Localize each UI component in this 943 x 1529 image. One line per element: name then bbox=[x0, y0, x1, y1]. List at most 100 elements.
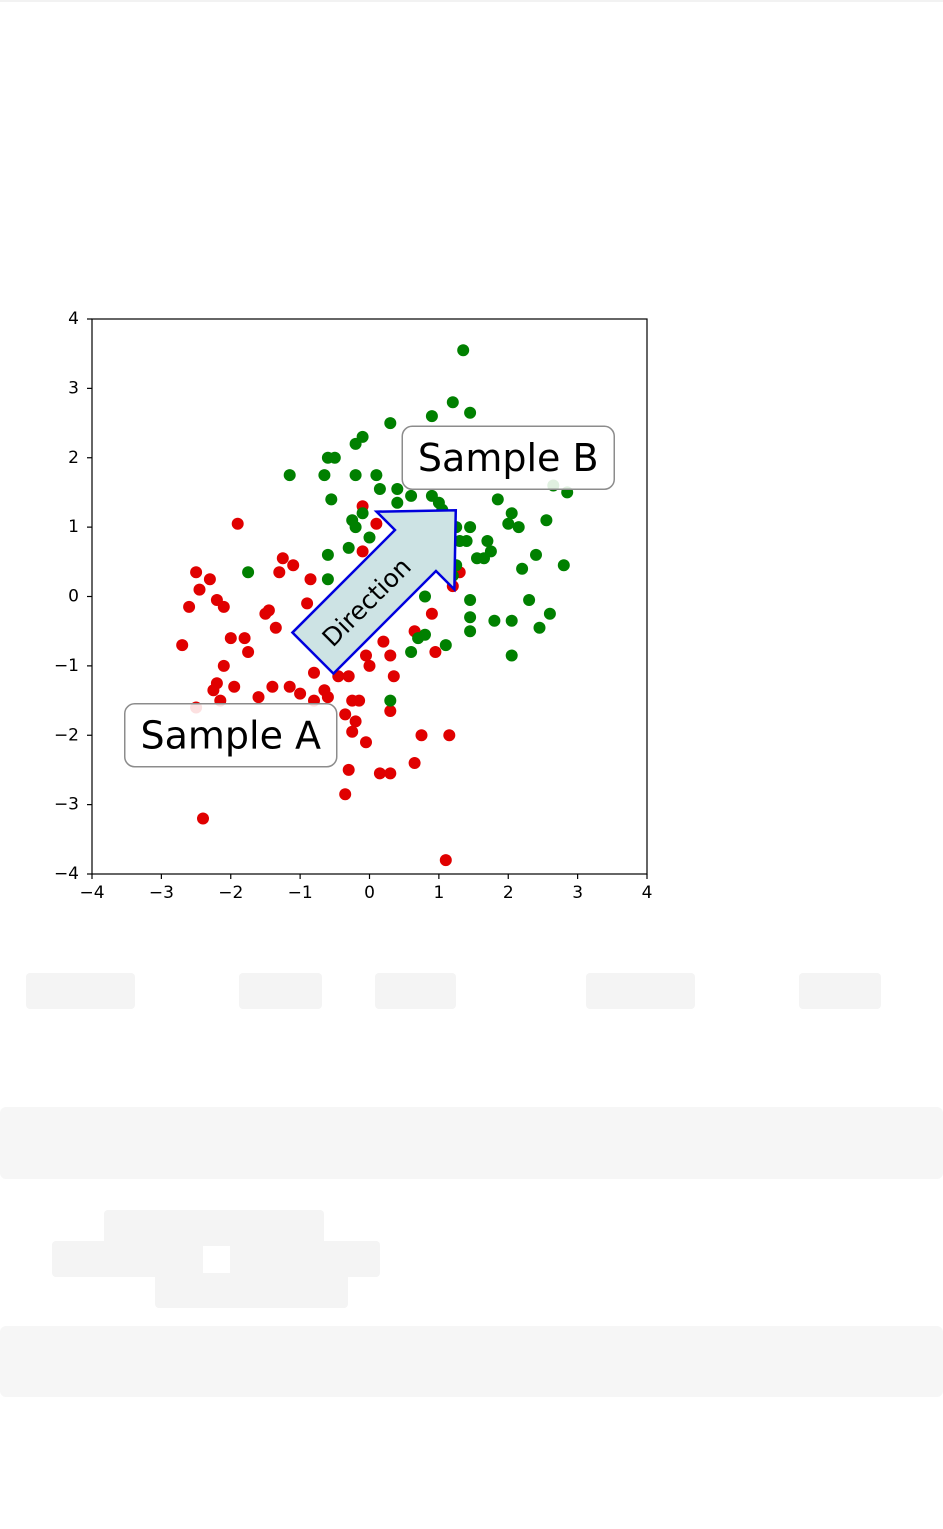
sample-a-label: Sample A bbox=[140, 713, 321, 757]
scatter-point bbox=[252, 691, 265, 704]
scatter-point bbox=[491, 493, 504, 506]
scatter-point bbox=[540, 514, 553, 527]
placeholder-block bbox=[586, 973, 695, 1009]
scatter-point bbox=[415, 729, 428, 742]
scatter-point bbox=[502, 517, 515, 530]
scatter-point bbox=[533, 621, 546, 634]
scatter-point bbox=[363, 659, 376, 672]
x-tick-label: 4 bbox=[642, 883, 653, 903]
scatter-point bbox=[231, 517, 244, 530]
scatter-point bbox=[464, 594, 477, 606]
x-tick-label: 2 bbox=[503, 883, 514, 903]
placeholder-band bbox=[0, 1107, 943, 1179]
scatter-point bbox=[370, 517, 383, 530]
scatter-point bbox=[356, 507, 369, 520]
scatter-point bbox=[176, 639, 189, 652]
scatter-point bbox=[328, 451, 341, 464]
scatter-point bbox=[183, 600, 196, 613]
scatter-point bbox=[349, 521, 362, 534]
scatter-point bbox=[391, 483, 404, 495]
y-tick-label: −2 bbox=[54, 725, 79, 745]
x-tick-label: −3 bbox=[149, 883, 174, 903]
scatter-point bbox=[460, 535, 473, 547]
scatter-point bbox=[304, 573, 317, 586]
y-tick-label: −1 bbox=[54, 656, 79, 676]
scatter-point bbox=[242, 646, 255, 658]
scatter-point bbox=[283, 680, 296, 693]
scatter-point bbox=[530, 548, 542, 561]
scatter-point bbox=[339, 788, 352, 801]
scatter-point bbox=[360, 649, 372, 662]
scatter-point bbox=[294, 687, 307, 700]
scatter-point bbox=[512, 521, 525, 534]
scatter-point bbox=[273, 566, 286, 579]
placeholder-checkbox bbox=[203, 1246, 230, 1273]
scatter-point bbox=[377, 635, 390, 648]
scatter-point bbox=[408, 757, 421, 769]
scatter-point bbox=[481, 535, 494, 547]
scatter-point bbox=[349, 715, 362, 728]
scatter-point bbox=[439, 639, 452, 652]
x-tick-label: −1 bbox=[288, 883, 313, 903]
scatter-point bbox=[373, 767, 386, 780]
scatter-point bbox=[370, 469, 383, 482]
scatter-point bbox=[217, 600, 230, 613]
scatter-point bbox=[384, 705, 397, 717]
scatter-point bbox=[439, 854, 452, 867]
scatter-point bbox=[276, 552, 289, 565]
y-tick-label: −4 bbox=[54, 864, 79, 884]
scatter-point bbox=[419, 590, 431, 603]
scatter-point bbox=[353, 694, 366, 707]
scatter-point bbox=[543, 607, 556, 620]
placeholder-block bbox=[104, 1210, 324, 1246]
scatter-point bbox=[325, 493, 338, 506]
scatter-point bbox=[505, 507, 518, 520]
scatter-point bbox=[321, 548, 334, 561]
top-divider bbox=[0, 0, 943, 2]
scatter-point bbox=[356, 545, 369, 558]
scatter-point bbox=[342, 763, 355, 776]
placeholder-block bbox=[375, 973, 456, 1009]
scatter-point bbox=[464, 406, 477, 419]
scatter-point bbox=[217, 659, 230, 672]
scatter-point bbox=[523, 594, 536, 606]
scatter-point bbox=[342, 541, 355, 554]
scatter-point bbox=[242, 566, 255, 579]
sample-b-annotation: Sample B bbox=[401, 425, 615, 490]
scatter-point bbox=[384, 649, 397, 662]
x-tick-label: 3 bbox=[572, 883, 583, 903]
scatter-point bbox=[356, 430, 369, 443]
scatter-point bbox=[318, 469, 331, 482]
scatter-point bbox=[488, 614, 501, 627]
sample-a-annotation: Sample A bbox=[124, 703, 338, 768]
scatter-point bbox=[287, 559, 300, 572]
scatter-point bbox=[464, 625, 477, 638]
x-tick-label: −4 bbox=[79, 883, 104, 903]
scatter-point bbox=[283, 469, 296, 482]
scatter-point bbox=[384, 767, 397, 780]
scatter-point bbox=[262, 604, 275, 617]
y-tick-label: 0 bbox=[68, 587, 79, 607]
placeholder-block bbox=[239, 973, 322, 1009]
y-tick-label: 4 bbox=[68, 309, 79, 329]
scatter-point bbox=[193, 583, 206, 596]
scatter-point bbox=[349, 469, 362, 482]
scatter-point bbox=[478, 552, 490, 565]
sample-b-label: Sample B bbox=[418, 436, 599, 480]
scatter-point bbox=[505, 649, 518, 662]
placeholder-block bbox=[799, 973, 881, 1009]
scatter-point bbox=[207, 684, 220, 697]
scatter-point bbox=[429, 646, 442, 658]
scatter-point bbox=[190, 566, 203, 579]
x-tick-label: −2 bbox=[218, 883, 243, 903]
x-tick-label: 1 bbox=[433, 883, 444, 903]
scatter-point bbox=[308, 666, 320, 679]
scatter-point bbox=[318, 684, 331, 697]
scatter-point bbox=[443, 729, 456, 742]
scatter-point bbox=[446, 396, 459, 409]
scatter-point bbox=[464, 521, 477, 534]
placeholder-block bbox=[26, 973, 135, 1009]
scatter-point bbox=[197, 812, 209, 825]
scatter-point bbox=[224, 632, 237, 645]
scatter-point bbox=[557, 559, 570, 572]
